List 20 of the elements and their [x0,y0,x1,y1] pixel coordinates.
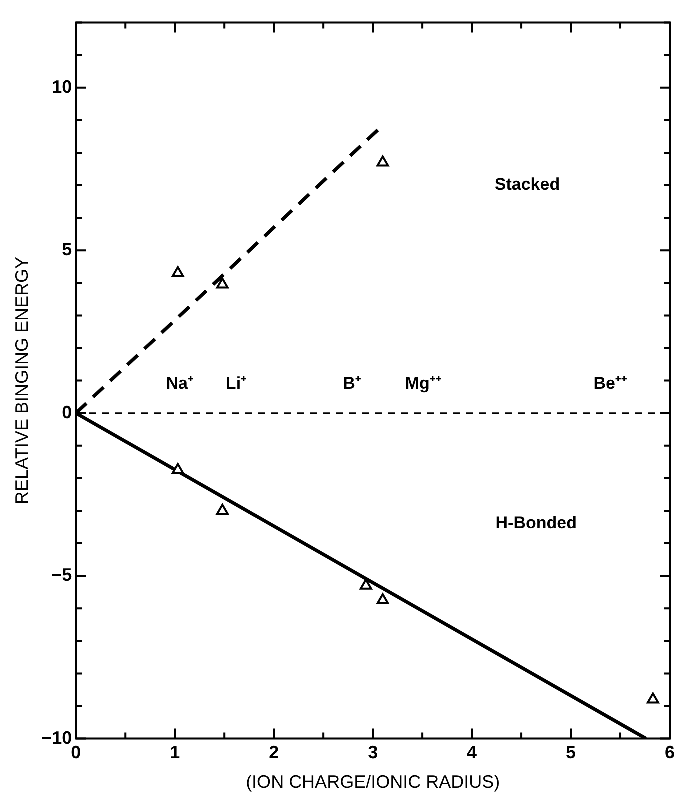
x-tick-label: 4 [467,742,478,763]
x-tick-label: 5 [566,742,576,763]
y-tick-label: 5 [62,240,72,260]
annotation: Be⁺⁺ [594,374,628,394]
x-axis-title: (ION CHARGE/IONIC RADIUS) [246,772,500,792]
annotation: Na⁺ [166,374,194,394]
y-tick-label: 0 [62,402,72,422]
y-tick-label: 10 [52,76,72,97]
x-tick-label: 2 [269,742,280,763]
y-tick-label: −5 [52,565,72,586]
annotation: H-Bonded [496,514,577,533]
x-tick-label: 3 [368,742,378,763]
y-axis-title: RELATIVE BINGING ENERGY [12,256,32,505]
x-tick-label: 6 [664,742,676,763]
annotation: Li⁺ [226,374,248,394]
x-tick-label: 1 [170,742,180,763]
annotation: B⁺ [343,374,362,394]
annotation: Mg⁺⁺ [405,374,442,394]
annotation: Stacked [494,175,560,194]
y-tick-label: −10 [42,728,72,748]
